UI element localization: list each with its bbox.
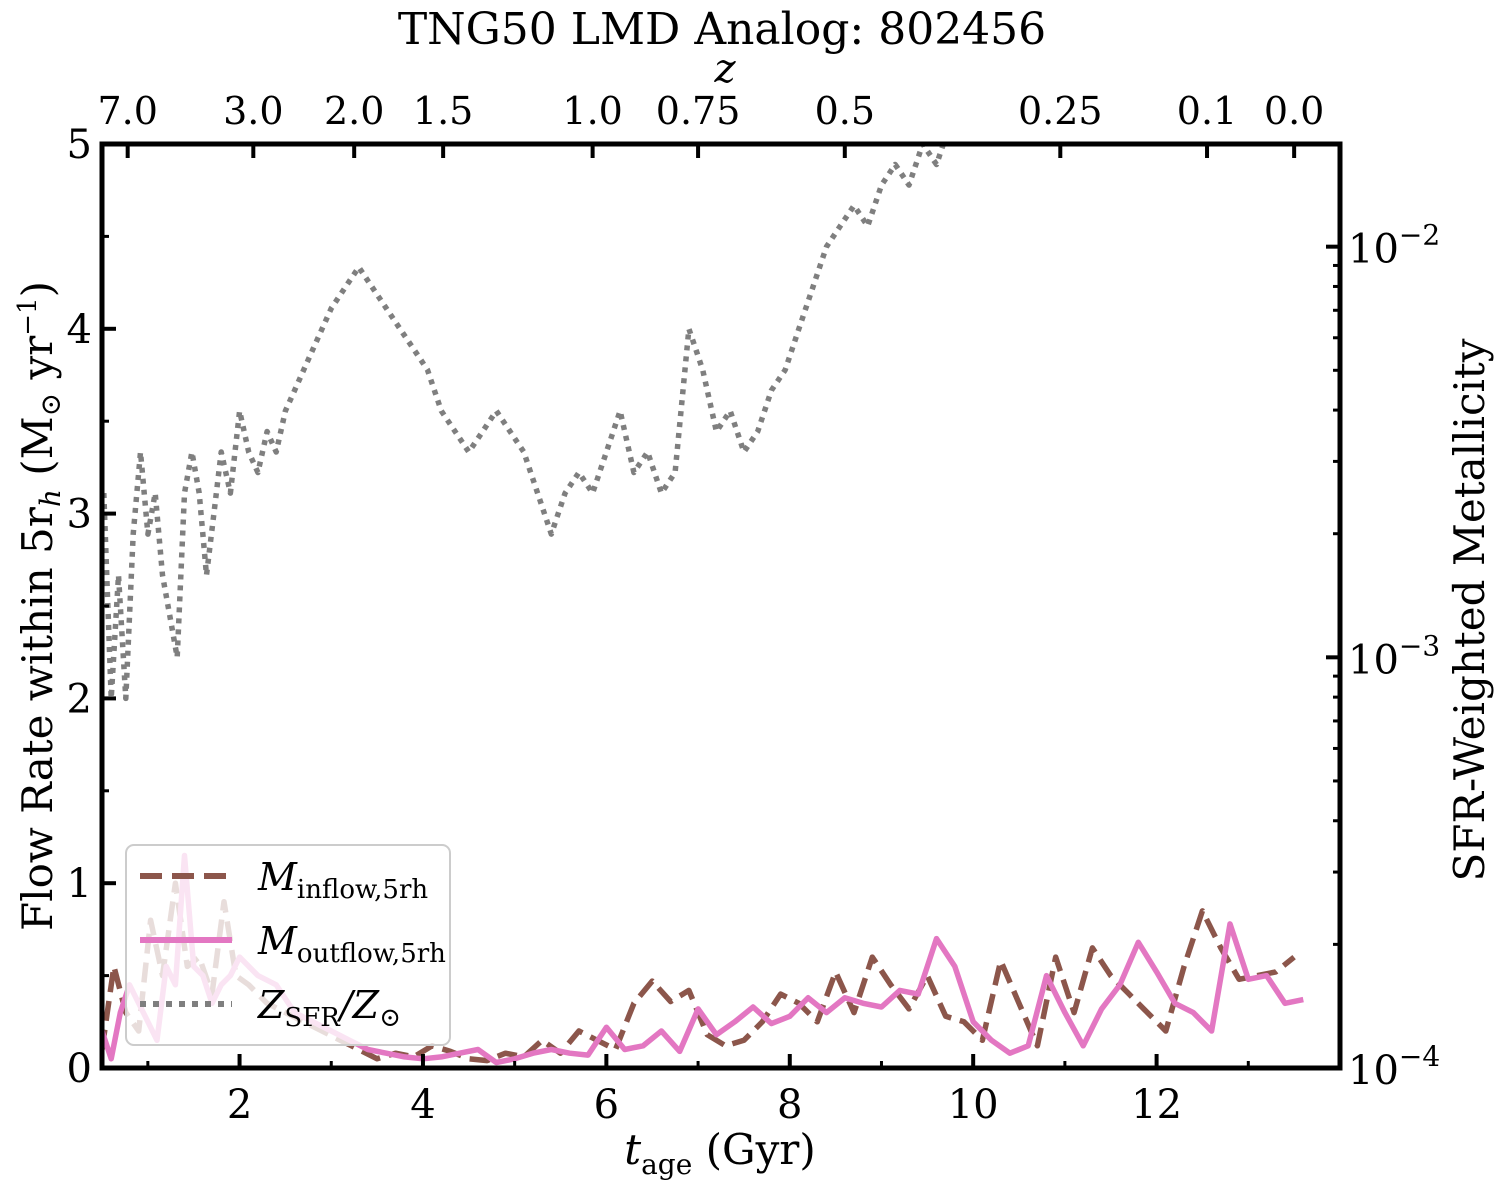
- chart-title: TNG50 LMD Analog: 802456: [398, 4, 1046, 55]
- plot-frame: [99, 141, 1343, 1071]
- top-tick-label: 0.75: [656, 89, 741, 133]
- y-tick-label: 0: [67, 1046, 92, 1092]
- y-tick-label: 3: [67, 492, 92, 538]
- x-tick-label: 6: [594, 1082, 619, 1128]
- y-tick-label: 2: [67, 676, 92, 722]
- x-tick-label: 10: [948, 1082, 999, 1128]
- top-tick-label: 1.0: [562, 89, 622, 133]
- y2-tick-label: 10−2: [1348, 219, 1440, 273]
- top-tick-label: 0.1: [1177, 89, 1237, 133]
- y2-tick-label: 10−3: [1348, 629, 1440, 683]
- top-axis-label: z: [713, 46, 736, 92]
- legend-label-metallicity: ZSFR/Z⊙: [257, 983, 401, 1033]
- top-tick-label: 1.5: [413, 89, 473, 133]
- x-tick-label: 8: [777, 1082, 802, 1128]
- legend-box: [125, 844, 451, 1046]
- legend: Minflow,5rh Moutflow,5rh ZSFR/Z⊙: [125, 844, 451, 1046]
- x-axis-label: tage (Gyr): [624, 1125, 816, 1181]
- top-tick-label: 3.0: [223, 89, 283, 133]
- y-tick-label: 4: [67, 307, 92, 353]
- legend-label-outflow: Moutflow,5rh: [257, 919, 446, 969]
- y-tick-label: 1: [67, 861, 92, 907]
- top-tick-label: 0.0: [1264, 89, 1324, 133]
- top-tick-label: 0.5: [815, 89, 875, 133]
- y-tick-label: 5: [67, 122, 92, 168]
- y2-tick-label: 10−4: [1348, 1040, 1440, 1094]
- x-tick-label: 12: [1131, 1082, 1182, 1128]
- y2-axis-label: SFR-Weighted Metallicity: [1445, 338, 1494, 881]
- top-tick-label: 7.0: [97, 89, 157, 133]
- top-tick-label: 2.0: [324, 89, 384, 133]
- top-tick-label: 0.25: [1018, 89, 1103, 133]
- legend-label-inflow: Minflow,5rh: [257, 855, 428, 905]
- y-axis-label: Flow Rate within 5rh (M⊙ yr−1): [13, 281, 67, 931]
- x-tick-label: 4: [410, 1082, 435, 1128]
- x-tick-label: 2: [227, 1082, 252, 1128]
